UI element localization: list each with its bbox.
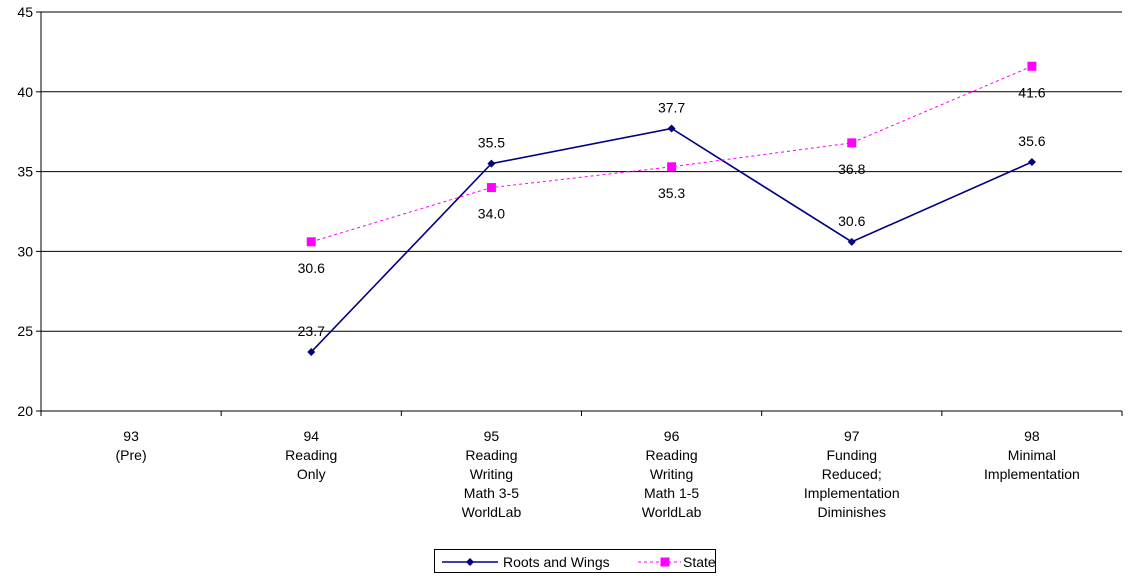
y-tick-label: 30 — [17, 243, 33, 259]
y-axis-tick-labels: 20 25 30 35 40 45 — [17, 4, 33, 419]
x-tick-label: 94 — [303, 428, 319, 444]
x-tick-label: Math 1-5 — [644, 485, 699, 501]
data-point-marker — [486, 183, 496, 193]
x-tick-label-group: 95 Reading Writing Math 3-5 WorldLab — [462, 428, 522, 520]
x-tick-label: Reading — [285, 447, 337, 463]
x-tick-label-group: 98 Minimal Implementation — [984, 428, 1080, 482]
legend-label: Roots and Wings — [503, 554, 610, 570]
data-labels: 23.7 35.5 37.7 30.6 35.6 30.6 34.0 35.3 36.8 41.6 — [298, 84, 1046, 339]
x-tick-label: 97 — [844, 428, 860, 444]
y-tick-label: 35 — [17, 164, 33, 180]
x-tick-label: WorldLab — [642, 504, 702, 520]
y-tick-label: 45 — [17, 4, 33, 20]
x-tick-label: 95 — [484, 428, 500, 444]
series-line-state — [311, 65, 1033, 243]
axes — [36, 11, 1123, 416]
data-label: 34.0 — [478, 206, 505, 222]
x-tick-label: 98 — [1024, 428, 1040, 444]
x-tick-label-group: 96 Reading Writing Math 1-5 WorldLab — [642, 428, 702, 520]
x-tick-label-group: 94 Reading Only — [285, 428, 337, 482]
x-tick-label: Minimal — [1008, 447, 1056, 463]
x-tick-label: Implementation — [984, 466, 1080, 482]
legend: Roots and Wings State — [434, 549, 716, 573]
data-point-marker — [1027, 158, 1036, 167]
data-point-marker — [306, 237, 316, 247]
x-tick-label: Only — [297, 466, 326, 482]
data-point-marker — [1027, 61, 1037, 71]
data-point-marker — [307, 347, 316, 356]
series-line-roots-and-wings — [310, 127, 1033, 353]
x-tick-label: 96 — [664, 428, 680, 444]
data-label: 35.5 — [478, 135, 505, 151]
y-tick-label: 25 — [17, 323, 33, 339]
data-point-marker — [667, 162, 677, 172]
legend-label: State — [683, 554, 716, 570]
x-tick-label: Implementation — [804, 485, 900, 501]
data-label: 30.6 — [838, 213, 865, 229]
x-tick-label: Writing — [650, 466, 693, 482]
data-point-marker — [667, 124, 676, 133]
legend-entries: Roots and Wings State — [442, 554, 716, 570]
y-tick-label: 40 — [17, 84, 33, 100]
data-label: 37.7 — [658, 100, 685, 116]
data-label: 30.6 — [298, 260, 325, 276]
data-label: 35.6 — [1018, 133, 1045, 149]
data-label: 23.7 — [298, 323, 325, 339]
y-tick-label: 20 — [17, 403, 33, 419]
x-tick-label: Reduced; — [822, 466, 882, 482]
gridlines — [41, 11, 1122, 412]
x-tick-label: WorldLab — [462, 504, 522, 520]
x-tick-label: Math 3-5 — [464, 485, 519, 501]
data-label: 36.8 — [838, 161, 865, 177]
x-tick-label: Diminishes — [818, 504, 886, 520]
x-tick-label: (Pre) — [116, 447, 147, 463]
data-label: 35.3 — [658, 185, 685, 201]
x-tick-label: Reading — [465, 447, 517, 463]
data-point-marker — [487, 159, 496, 168]
data-point-marker — [847, 138, 857, 148]
legend-marker — [466, 558, 474, 566]
series-lines — [306, 61, 1037, 356]
x-axis-tick-labels: 93 (Pre) 94 Reading Only 95 Reading Writing Math… — [116, 428, 1080, 520]
x-tick-label: Funding — [826, 447, 877, 463]
x-tick-label-group: 93 (Pre) — [116, 428, 147, 463]
x-tick-label: Writing — [470, 466, 513, 482]
data-point-marker — [847, 237, 856, 246]
x-tick-label: Reading — [646, 447, 698, 463]
x-tick-label-group: 97 Funding Reduced; Implementation Diminishe… — [804, 428, 900, 520]
x-tick-label: 93 — [123, 428, 139, 444]
data-label: 41.6 — [1018, 84, 1045, 100]
